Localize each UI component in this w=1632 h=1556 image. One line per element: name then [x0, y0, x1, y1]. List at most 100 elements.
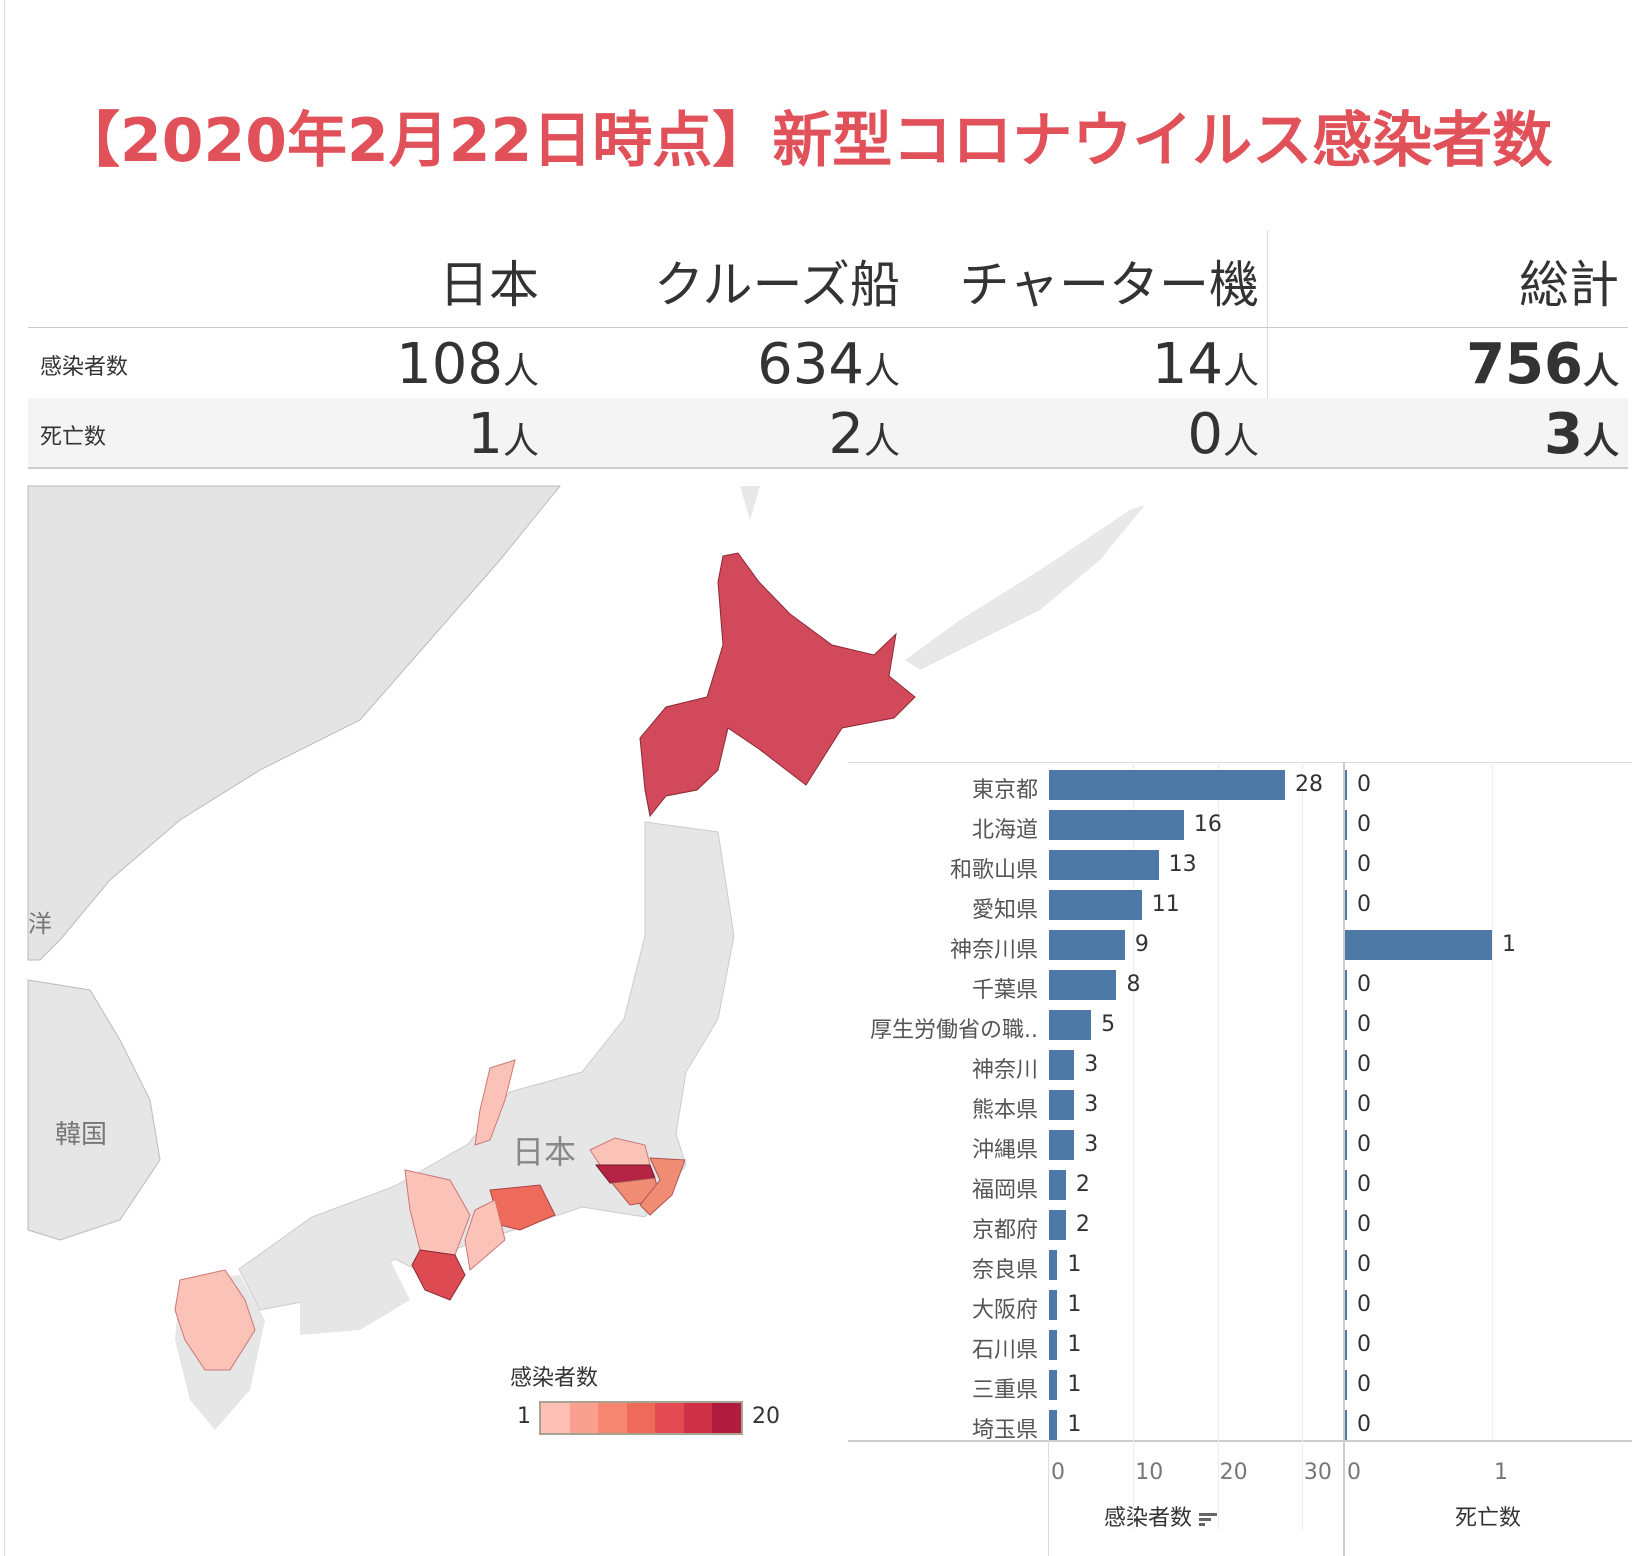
mie-region[interactable] — [464, 1199, 506, 1271]
kyushu-prefectures-region[interactable] — [174, 1269, 256, 1371]
saitama-region[interactable] — [589, 1137, 651, 1166]
category-label: 愛知県 — [971, 898, 1038, 923]
wakayama-region[interactable] — [411, 1249, 466, 1301]
data-label: 0 — [1357, 1332, 1371, 1357]
legend-swatch — [541, 1403, 570, 1433]
category-label: 千葉県 — [971, 978, 1038, 1003]
chart-top-border — [848, 762, 1632, 763]
bar[interactable] — [1345, 1330, 1347, 1360]
continent-land — [27, 485, 562, 961]
row-label-infected: 感染者数 — [40, 355, 129, 380]
page-title: 【2020年2月22日時点】新型コロナウイルス感染者数 — [60, 106, 1553, 176]
data-label: 3 — [1084, 1052, 1099, 1077]
data-label: 11 — [1151, 892, 1180, 917]
data-label: 5 — [1101, 1012, 1116, 1037]
map-label-edge: 洋 — [28, 910, 52, 938]
ishikawa-region[interactable] — [474, 1059, 516, 1146]
bar[interactable] — [1345, 970, 1347, 1000]
category-label: 三重県 — [971, 1378, 1038, 1403]
bar[interactable] — [1049, 770, 1286, 800]
data-label: 0 — [1357, 892, 1371, 917]
data-label: 2 — [1075, 1172, 1090, 1197]
row-label-deaths: 死亡数 — [40, 425, 107, 450]
bar[interactable] — [1345, 930, 1492, 960]
infected-total: 756人 — [1466, 332, 1619, 397]
divider — [1048, 1440, 1049, 1556]
infected-cruise: 634人 — [757, 332, 900, 397]
hokkaido-region[interactable] — [639, 552, 916, 818]
bar[interactable] — [1049, 1290, 1058, 1320]
bar[interactable] — [1049, 1250, 1058, 1280]
legend-swatch — [569, 1403, 599, 1433]
bar[interactable] — [1345, 850, 1347, 880]
bar[interactable] — [1049, 1170, 1066, 1200]
bar[interactable] — [1345, 1410, 1347, 1440]
bar[interactable] — [1345, 770, 1347, 800]
axis-tick-label: 0 — [1051, 1460, 1065, 1485]
divider — [4, 0, 5, 1556]
bar[interactable] — [1345, 1250, 1347, 1280]
category-label: 北海道 — [971, 818, 1038, 843]
bar[interactable] — [1049, 1370, 1058, 1400]
bar[interactable] — [1049, 1090, 1075, 1120]
data-label: 0 — [1357, 1132, 1371, 1157]
bar[interactable] — [1049, 1130, 1075, 1160]
bar[interactable] — [1345, 1290, 1347, 1320]
bar[interactable] — [1049, 1330, 1058, 1360]
data-label: 0 — [1357, 1092, 1371, 1117]
legend-swatch — [683, 1403, 713, 1433]
deaths-cruise: 2人 — [828, 402, 900, 467]
legend-max: 20 — [752, 1404, 780, 1429]
axis-tick-label: 0 — [1347, 1460, 1361, 1485]
axis-title-deaths: 死亡数 — [1455, 1506, 1522, 1531]
bar[interactable] — [1345, 810, 1347, 840]
column-header-total: 総計 — [1519, 256, 1619, 314]
data-label: 28 — [1295, 772, 1324, 797]
bar[interactable] — [1049, 1050, 1075, 1080]
bar[interactable] — [1345, 1090, 1347, 1120]
sort-icon[interactable] — [1199, 1511, 1218, 1528]
data-label: 3 — [1084, 1132, 1099, 1157]
bar[interactable] — [1049, 810, 1184, 840]
axis-tick-label: 30 — [1303, 1460, 1332, 1485]
category-label: 福岡県 — [971, 1178, 1038, 1203]
axis-tick-label: 10 — [1135, 1460, 1164, 1485]
bar[interactable] — [1345, 1170, 1347, 1200]
legend-swatch — [712, 1403, 742, 1433]
bar[interactable] — [1345, 890, 1347, 920]
category-label: 京都府 — [971, 1218, 1038, 1243]
bar[interactable] — [1049, 1410, 1058, 1440]
bar[interactable] — [1345, 1050, 1347, 1080]
bar[interactable] — [1049, 850, 1159, 880]
bar[interactable] — [1049, 1010, 1092, 1040]
data-label: 9 — [1134, 932, 1149, 957]
data-label: 0 — [1357, 972, 1371, 997]
legend-swatch — [626, 1403, 656, 1433]
category-label: 和歌山県 — [949, 858, 1038, 883]
deaths-charter: 0人 — [1187, 402, 1259, 467]
bar[interactable] — [1049, 890, 1142, 920]
data-label: 0 — [1357, 1012, 1371, 1037]
bar[interactable] — [1049, 930, 1125, 960]
data-label: 1 — [1502, 932, 1516, 957]
data-label: 2 — [1075, 1212, 1090, 1237]
axis-tick-label: 20 — [1219, 1460, 1248, 1485]
chart-axis-line — [848, 1440, 1632, 1442]
bar[interactable] — [1049, 1210, 1066, 1240]
category-label: 東京都 — [971, 778, 1038, 803]
data-label: 0 — [1357, 1252, 1371, 1277]
bar[interactable] — [1345, 1130, 1347, 1160]
chiba-region[interactable] — [639, 1157, 686, 1216]
bar[interactable] — [1345, 1010, 1347, 1040]
divider — [28, 327, 1628, 328]
bar[interactable] — [1049, 970, 1117, 1000]
bar[interactable] — [1345, 1210, 1347, 1240]
data-label: 0 — [1357, 1292, 1371, 1317]
gridline — [1492, 762, 1493, 1440]
sakhalin-kuril-land — [740, 486, 1145, 670]
data-label: 0 — [1357, 1412, 1371, 1437]
category-label: 神奈川 — [971, 1058, 1038, 1083]
bar[interactable] — [1345, 1370, 1347, 1400]
